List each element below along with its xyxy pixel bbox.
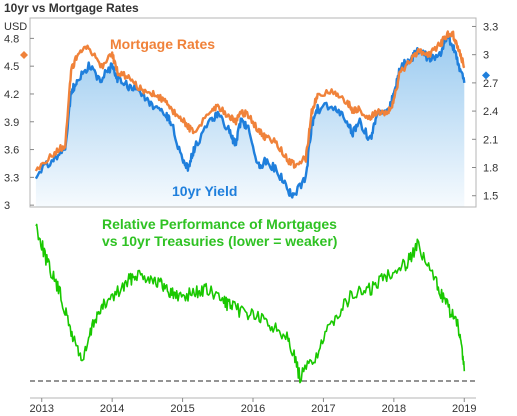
- x-tick-label: 2016: [241, 403, 265, 415]
- x-tick-label: 2014: [100, 403, 124, 415]
- series-line-10yr-yield: [34, 32, 466, 199]
- x-axis: 2013 2014 2015 2016 2017 2018 2019: [29, 397, 477, 415]
- x-tick-label: 2013: [29, 403, 53, 415]
- left-tick-label: 4.2: [4, 89, 19, 101]
- left-tick-label: 3: [4, 200, 10, 212]
- x-tick-label: 2019: [452, 403, 476, 415]
- left-tick-label: 3.3: [4, 172, 19, 184]
- top-panel: 33.33.63.94.24.54.8 1.51.82.12.42.733.3 …: [4, 17, 498, 212]
- right-tick-label: 2.1: [483, 134, 498, 146]
- left-tick-label: 4.5: [4, 61, 19, 73]
- right-tick-label: 3: [483, 50, 489, 62]
- left-axis-unit: USD: [4, 21, 27, 33]
- left-end-marker: [20, 51, 28, 60]
- series-line-relative-performance: [35, 223, 466, 384]
- left-tick-label: 4.8: [4, 33, 19, 45]
- right-tick-label: 1.5: [483, 191, 498, 203]
- annotation-mortgage-rates: Mortgage Rates: [110, 36, 215, 52]
- annotation-10yr-yield: 10yr Yield: [172, 183, 237, 199]
- bottom-title-line-1: Relative Performance of Mortgages: [102, 216, 337, 232]
- right-tick-label: 2.4: [483, 106, 498, 118]
- right-end-marker: [482, 71, 490, 80]
- yield-area: [35, 34, 465, 207]
- left-tick-label: 3.9: [4, 117, 19, 129]
- x-tick-label: 2017: [311, 403, 335, 415]
- right-tick-label: 1.8: [483, 163, 498, 175]
- bottom-panel: Relative Performance of Mortgages vs 10y…: [30, 206, 476, 384]
- x-tick-label: 2015: [170, 403, 194, 415]
- left-tick-label: 3.6: [4, 145, 19, 157]
- series-line-mortgage-rates: [34, 30, 466, 172]
- chart-title: 10yr vs Mortgage Rates: [4, 1, 139, 15]
- right-tick-label: 2.7: [483, 78, 498, 90]
- top-area-fill: [35, 34, 465, 207]
- x-tick-label: 2018: [382, 403, 406, 415]
- bottom-title-line-2: vs 10yr Treasuries (lower = weaker): [102, 233, 337, 249]
- right-tick-label: 3.3: [483, 21, 498, 33]
